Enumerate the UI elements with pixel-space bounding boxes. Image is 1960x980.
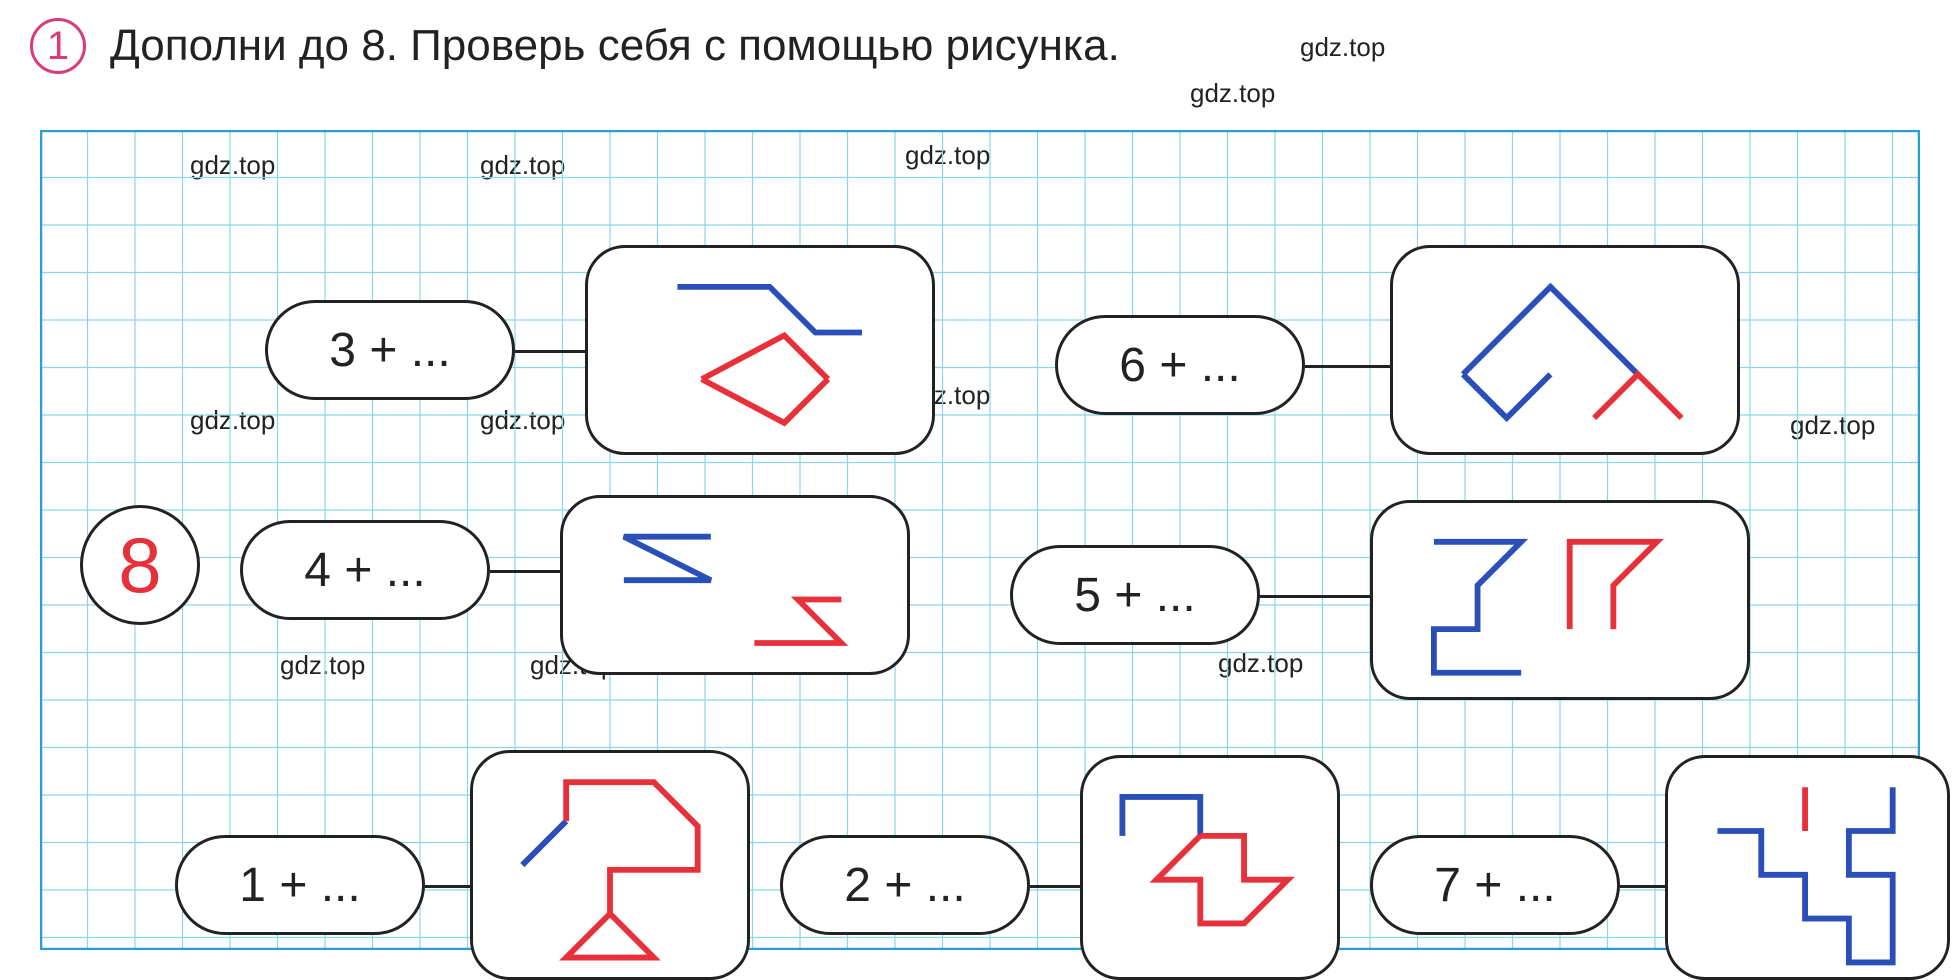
task-number-text: 1: [47, 24, 69, 69]
connector-line: [1030, 885, 1080, 888]
expression-text: 4 + ...: [304, 543, 425, 598]
figure-box: [1665, 755, 1950, 980]
connector-line: [490, 570, 560, 573]
figure-drawing: [1668, 758, 1947, 977]
expression-pill[interactable]: 4 + ...: [240, 520, 490, 620]
connector-line: [425, 885, 470, 888]
figure-drawing: [1083, 758, 1337, 977]
figure-drawing: [1373, 503, 1747, 697]
target-number-circle: 8: [80, 505, 200, 625]
task-instruction: Дополни до 8. Проверь себя с помощью рис…: [110, 21, 1120, 71]
task-number-badge: 1: [30, 18, 86, 74]
expression-pill[interactable]: 5 + ...: [1010, 545, 1260, 645]
figure-drawing: [588, 248, 932, 452]
figure-box: [1390, 245, 1740, 455]
connector-line: [1620, 885, 1665, 888]
figure-drawing: [1393, 248, 1737, 452]
expression-pill[interactable]: 2 + ...: [780, 835, 1030, 935]
expression-text: 3 + ...: [329, 323, 450, 378]
expression-text: 5 + ...: [1074, 568, 1195, 623]
expression-text: 1 + ...: [239, 858, 360, 913]
figure-box: [560, 495, 910, 675]
grid-area: 8 3 + ... 6 + ... 4 + ... 5 + ... 1 + ... 2 +…: [40, 130, 1920, 950]
expression-pill[interactable]: 6 + ...: [1055, 315, 1305, 415]
expression-text: 2 + ...: [844, 858, 965, 913]
expression-text: 7 + ...: [1434, 858, 1555, 913]
watermark-text: gdz.top: [1300, 32, 1385, 63]
connector-line: [515, 350, 585, 353]
expression-pill[interactable]: 1 + ...: [175, 835, 425, 935]
figure-box: [470, 750, 750, 980]
expression-pill[interactable]: 3 + ...: [265, 300, 515, 400]
figure-drawing: [563, 498, 907, 672]
watermark-text: gdz.top: [1190, 78, 1275, 109]
figure-box: [1370, 500, 1750, 700]
connector-line: [1260, 595, 1370, 598]
connector-line: [1305, 365, 1390, 368]
target-number-value: 8: [118, 520, 161, 611]
expression-text: 6 + ...: [1119, 338, 1240, 393]
worksheet-page: 1 Дополни до 8. Проверь себя с помощью р…: [0, 0, 1960, 979]
figure-box: [585, 245, 935, 455]
task-header: 1 Дополни до 8. Проверь себя с помощью р…: [30, 18, 1120, 74]
figure-box: [1080, 755, 1340, 980]
figure-drawing: [473, 753, 747, 977]
expression-pill[interactable]: 7 + ...: [1370, 835, 1620, 935]
